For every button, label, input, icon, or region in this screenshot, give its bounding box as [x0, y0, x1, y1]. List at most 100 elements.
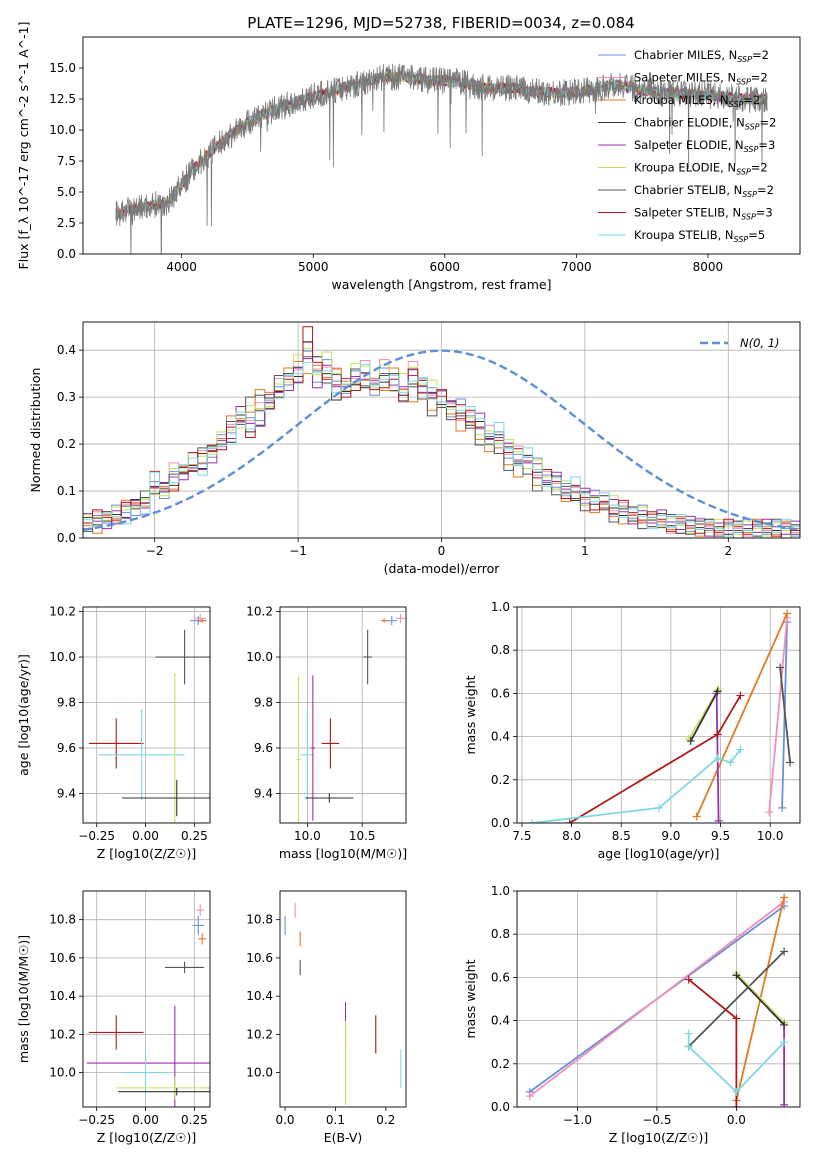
y-tick-label: 10.0: [49, 650, 76, 664]
y-tick-label: 10.0: [49, 123, 76, 137]
data-point-marker: [686, 736, 695, 745]
y-tick-label: 0.2: [491, 1057, 510, 1071]
panel-spectrum: 4000 5000 6000 7000 8000 0.0 2.5 5.0 7.5 10.0 12.5…: [16, 22, 801, 292]
plot-area-spectrum: [115, 63, 768, 254]
grid-mass-vs-z: [83, 891, 210, 1107]
data-point-marker: [713, 754, 722, 763]
x-tick-label: 0.2: [376, 1113, 395, 1127]
data-point-marker: [780, 1100, 789, 1107]
residual-histogram-step: [83, 342, 800, 538]
x-tick-label: 1: [581, 544, 589, 558]
y-tick-label: 1.0: [491, 600, 510, 614]
axes-frame: [279, 606, 407, 824]
y-axis-label: mass weight: [463, 675, 478, 754]
panel-age-vs-mass: 10.0 10.5 9.4 9.6 9.8 10.0 10.2 mass [log10(M/M…: [246, 605, 407, 861]
y-tick-label: 12.5: [49, 92, 76, 106]
residual-histogram-step: [83, 358, 800, 538]
x-tick-label: −1: [289, 544, 307, 558]
legend-entry: Salpeter STELIB, NSSP=3: [634, 206, 773, 222]
y-tick-label: 9.8: [57, 695, 76, 709]
normal-reference-curve: [83, 349, 798, 531]
data-point-marker: [565, 819, 574, 823]
axes-frame: [82, 321, 801, 539]
data-point-marker: [726, 758, 735, 767]
x-tick-label: 0.0: [275, 1113, 294, 1127]
mass-weight-line: [687, 1033, 785, 1094]
plot-area-residuals: [83, 326, 800, 538]
y-tick-label: 0.6: [491, 970, 510, 984]
mass-weight-line: [768, 617, 788, 813]
mass-weight-line: [529, 901, 785, 1097]
y-tick-label: 7.5: [57, 154, 76, 168]
legend-entry: Kroupa STELIB, NSSP=5: [634, 228, 765, 244]
y-tick-label: 9.4: [254, 786, 273, 800]
data-point-marker: [786, 758, 795, 767]
data-point-marker: [713, 730, 722, 739]
panel-mass-vs-ebv: 0.0 0.1 0.2 10.0 10.2 10.4 10.6 10.8 E(B-V): [246, 890, 407, 1145]
data-point-marker: [684, 1029, 693, 1038]
y-tick-label: 9.8: [254, 695, 273, 709]
y-tick-label: 9.4: [57, 786, 76, 800]
residual-histogram-step: [83, 361, 800, 538]
legend-entry: Salpeter MILES, NSSP=2: [634, 71, 768, 87]
panel-age-vs-z: −0.25 0.00 0.25 9.4 9.6 9.8 10.0 10.2 age [log10…: [16, 605, 211, 861]
axes-spectrum: 4000 5000 6000 7000 8000 0.0 2.5 5.0 7.5 10.0 12.5…: [16, 22, 801, 292]
figure-title: PLATE=1296, MJD=52738, FIBERID=0034, z=0…: [247, 14, 634, 32]
legend-entry: Chabrier ELODIE, NSSP=2: [634, 116, 776, 132]
data-point-marker: [780, 947, 789, 956]
y-tick-label: 0.0: [57, 531, 76, 545]
data-point-marker: [780, 1038, 789, 1047]
legend-entry: Kroupa MILES, NSSP=2: [634, 93, 760, 109]
y-tick-label: 10.8: [49, 913, 76, 927]
x-tick-label: −2: [146, 544, 164, 558]
legend-entry: Kroupa ELODIE, NSSP=2: [634, 161, 768, 177]
data-point-marker: [732, 1103, 741, 1107]
x-axis-label: Z [log10(Z/Z☉)]: [97, 846, 197, 861]
y-tick-label: 10.2: [49, 605, 76, 619]
x-tick-label: 0.25: [181, 829, 208, 843]
axes-frame: [279, 890, 407, 1108]
data-point-marker: [732, 1087, 741, 1096]
plot-area-weight-vs-z: [525, 893, 789, 1107]
y-tick-label: 10.0: [246, 650, 273, 664]
legend-entry: Salpeter ELODIE, NSSP=3: [634, 138, 775, 154]
axes-frame: [82, 890, 211, 1108]
x-tick-label: 10.0: [757, 829, 784, 843]
x-tick-label: 10.5: [349, 829, 376, 843]
x-axis-label: E(B-V): [324, 1130, 363, 1145]
y-tick-label: 10.6: [49, 951, 76, 965]
plot-area-age-vs-z: [88, 613, 210, 823]
data-point-marker: [765, 808, 774, 817]
y-tick-label: 0.2: [491, 773, 510, 787]
y-tick-label: 10.2: [49, 1027, 76, 1041]
data-point-marker: [732, 1014, 741, 1023]
x-tick-label: −1.0: [563, 1113, 592, 1127]
mass-weight-line: [695, 613, 788, 817]
panel-residuals: −2 −1 0 1 2 0.0 0.1 0.2 0.3 0.4 Normed distributio…: [28, 321, 801, 576]
y-tick-label: 0.4: [491, 1014, 510, 1028]
x-tick-label: 0.00: [132, 1113, 159, 1127]
axes-age-vs-z: −0.25 0.00 0.25 9.4 9.6 9.8 10.0 10.2 age [log10…: [16, 605, 211, 861]
y-axis-label: mass [log10(M/M☉)]: [16, 935, 31, 1063]
mass-weight-line: [690, 690, 719, 742]
y-tick-label: 10.8: [246, 913, 273, 927]
axes-age-vs-mass: 10.0 10.5 9.4 9.6 9.8 10.0 10.2 mass [log10(M/M…: [246, 605, 407, 861]
axes-mass-vs-ebv: 0.0 0.1 0.2 10.0 10.2 10.4 10.6 10.8 E(B-V): [246, 890, 407, 1145]
mass-weight-line: [779, 667, 791, 763]
axes-mass-vs-z: −0.25 0.00 0.25 10.0 10.2 10.4 10.6 10.8 mass [l…: [16, 890, 211, 1145]
x-tick-label: 7000: [561, 260, 592, 274]
x-tick-label: 8.5: [612, 829, 631, 843]
y-tick-label: 0.0: [57, 247, 76, 261]
panel-weight-vs-age: 7.5 8.0 8.5 9.0 9.5 10.0 0.0 0.2 0.4 0.6 0.8 1.0 mas…: [463, 600, 801, 861]
y-tick-label: 10.2: [246, 1027, 273, 1041]
data-point-marker: [525, 1092, 534, 1101]
x-axis-label: Z [log10(Z/Z☉)]: [97, 1130, 197, 1145]
data-point-marker: [783, 609, 792, 618]
y-tick-label: 10.2: [246, 605, 273, 619]
panel-mass-vs-z: −0.25 0.00 0.25 10.0 10.2 10.4 10.6 10.8 mass [l…: [16, 890, 211, 1145]
x-tick-label: −0.25: [78, 1113, 115, 1127]
data-point-marker: [654, 803, 663, 812]
x-axis-label: Z [log10(Z/Z☉)]: [609, 1130, 709, 1145]
axes-weight-vs-age: 7.5 8.0 8.5 9.0 9.5 10.0 0.0 0.2 0.4 0.6 0.8 1.0 mas…: [463, 600, 801, 861]
